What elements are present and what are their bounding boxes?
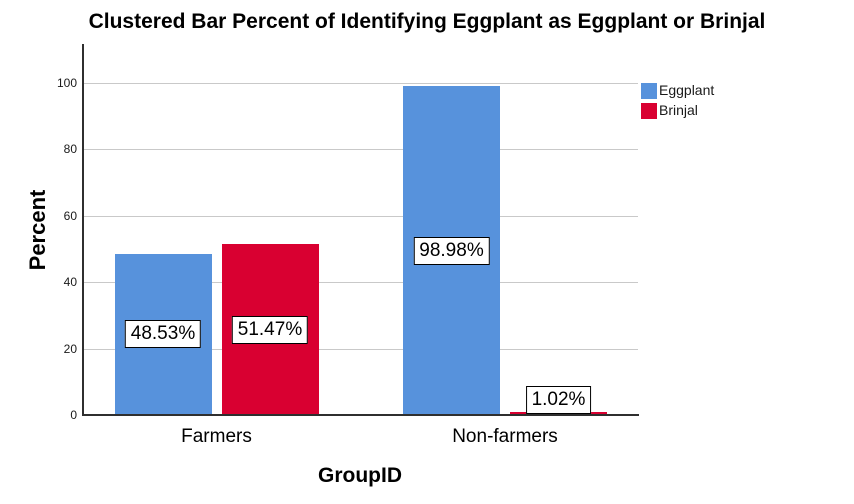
gridline-40 — [83, 282, 638, 284]
x-axis-line — [82, 413, 639, 416]
y-tick-label-100: 100 — [56, 76, 77, 90]
value-label-eggplant-farmers: 48.53% — [124, 320, 202, 349]
x-axis-title: GroupID — [318, 464, 402, 487]
gridline-60 — [83, 215, 638, 217]
value-label-eggplant-non-farmers: 98.98% — [413, 236, 490, 265]
value-label-brinjal-farmers: 51.47% — [231, 315, 309, 344]
y-tick-label-20: 20 — [63, 341, 77, 356]
legend-label-brinjal: Brinjal — [659, 102, 698, 118]
gridline-80 — [83, 149, 638, 151]
legend: Eggplant Brinjal — [641, 82, 714, 122]
chart-title: Clustered Bar Percent of Identifying Egg… — [88, 10, 766, 33]
gridline-20 — [83, 348, 638, 350]
plot-area: 48.53% 98.98% 51.47% 1.02% — [83, 45, 638, 415]
value-label-brinjal-non-farmers: 1.02% — [525, 386, 592, 414]
y-axis-title: Percent — [25, 189, 50, 271]
x-tick-label-farmers: Farmers — [181, 426, 252, 447]
y-tick-label-40: 40 — [63, 275, 77, 290]
legend-item-brinjal: Brinjal — [641, 102, 714, 119]
x-tick-label-non-farmers: Non-farmers — [452, 426, 558, 447]
legend-label-eggplant: Eggplant — [659, 82, 715, 98]
legend-item-eggplant: Eggplant — [641, 82, 714, 99]
legend-swatch-brinjal — [641, 102, 657, 119]
y-axis-line — [82, 44, 84, 415]
y-tick-label-0: 0 — [70, 408, 77, 422]
legend-swatch-eggplant — [641, 82, 657, 99]
gridline-100 — [83, 83, 638, 84]
y-tick-label-60: 60 — [63, 208, 77, 223]
y-tick-label-80: 80 — [63, 142, 77, 157]
